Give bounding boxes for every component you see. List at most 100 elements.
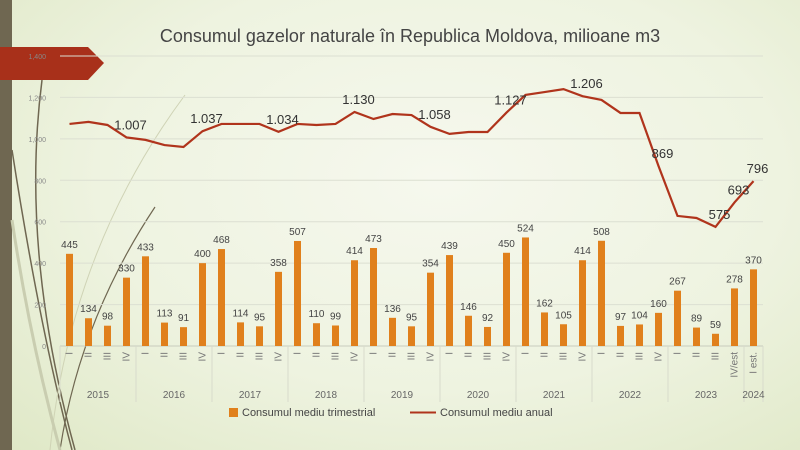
bar-value-label: 97 bbox=[615, 312, 627, 323]
bar-value-label: 400 bbox=[194, 249, 211, 260]
bar-value-label: 160 bbox=[650, 299, 667, 310]
line-value-label: 1.127 bbox=[494, 93, 527, 108]
x-year-label: 2016 bbox=[163, 390, 186, 401]
bar bbox=[370, 248, 377, 346]
x-quarter-label: I bbox=[293, 352, 304, 355]
bar bbox=[199, 263, 206, 346]
bar bbox=[313, 323, 320, 346]
bar-value-label: 439 bbox=[441, 241, 458, 252]
bar-value-label: 95 bbox=[406, 312, 418, 323]
x-year-label: 2022 bbox=[619, 390, 642, 401]
line-value-label: 693 bbox=[728, 182, 750, 197]
bar-value-label: 414 bbox=[346, 246, 363, 257]
bar bbox=[693, 327, 700, 346]
line-value-label: 575 bbox=[709, 207, 731, 222]
decorative-curves bbox=[10, 79, 186, 450]
x-quarter-label: I bbox=[141, 352, 152, 355]
bar bbox=[598, 240, 605, 346]
bar bbox=[579, 260, 586, 346]
bar-value-label: 104 bbox=[631, 310, 648, 321]
x-year-label: 2020 bbox=[467, 390, 490, 401]
bar-value-label: 468 bbox=[213, 235, 230, 246]
bar bbox=[142, 256, 149, 346]
bar-value-label: 59 bbox=[710, 320, 722, 331]
bar bbox=[446, 255, 453, 346]
x-quarter-label: I bbox=[65, 352, 76, 355]
x-year-label: 2024 bbox=[742, 390, 765, 401]
bar bbox=[636, 324, 643, 346]
y-tick-label: 1,200 bbox=[28, 95, 46, 102]
annual-line bbox=[69, 88, 755, 229]
bar-value-label: 358 bbox=[270, 258, 287, 269]
x-quarter-label: IV bbox=[198, 352, 209, 362]
y-tick-label: 600 bbox=[34, 220, 46, 227]
bar-value-label: 450 bbox=[498, 239, 515, 250]
bar-value-label: 267 bbox=[669, 277, 686, 288]
bar-value-label: 134 bbox=[80, 304, 97, 315]
bar-value-label: 95 bbox=[254, 312, 266, 323]
bar bbox=[104, 325, 111, 346]
bar bbox=[123, 277, 130, 346]
line-value-label: 1.058 bbox=[418, 107, 451, 122]
x-quarter-label: IV bbox=[350, 352, 361, 362]
bar bbox=[85, 318, 92, 346]
x-quarter-label: III bbox=[483, 352, 494, 360]
legend-swatch-bar bbox=[229, 408, 238, 417]
bar bbox=[503, 252, 510, 346]
x-quarter-label: III bbox=[255, 352, 266, 360]
x-quarter-label: III bbox=[711, 352, 722, 360]
x-quarter-label: IV bbox=[122, 352, 133, 362]
x-year-label: 2019 bbox=[391, 390, 414, 401]
bar bbox=[750, 269, 757, 346]
bar-value-label: 278 bbox=[726, 274, 743, 285]
line-value-label: 1.206 bbox=[570, 76, 603, 91]
bar bbox=[237, 322, 244, 346]
x-quarter-label: II bbox=[540, 352, 551, 358]
x-quarter-label: I bbox=[217, 352, 228, 355]
bar bbox=[256, 326, 263, 346]
x-quarter-label: II bbox=[312, 352, 323, 358]
bar bbox=[66, 253, 73, 346]
decorative-stripe bbox=[0, 0, 12, 450]
x-quarter-label: III bbox=[331, 352, 342, 360]
x-quarter-label: IV/est bbox=[730, 352, 741, 378]
x-quarter-label: IV bbox=[274, 352, 285, 362]
x-quarter-label: IV bbox=[654, 352, 665, 362]
bar bbox=[465, 315, 472, 346]
x-quarter-label: I bbox=[369, 352, 380, 355]
x-year-label: 2018 bbox=[315, 390, 338, 401]
y-tick-label: 800 bbox=[34, 178, 46, 185]
x-year-label: 2023 bbox=[695, 390, 718, 401]
bar-value-label: 146 bbox=[460, 302, 477, 313]
bar-value-label: 92 bbox=[482, 313, 494, 324]
bar bbox=[389, 317, 396, 346]
bar bbox=[408, 326, 415, 346]
bar-value-label: 105 bbox=[555, 310, 572, 321]
decorative-banner bbox=[0, 47, 104, 80]
bar bbox=[560, 324, 567, 346]
bar-value-label: 98 bbox=[102, 312, 114, 323]
x-quarter-label: II bbox=[160, 352, 171, 358]
bar-value-label: 370 bbox=[745, 255, 762, 266]
bar bbox=[541, 312, 548, 346]
x-quarter-label: IV bbox=[578, 352, 589, 362]
y-tick-label: 1,000 bbox=[28, 137, 46, 144]
chart-title: Consumul gazelor naturale în Republica M… bbox=[159, 26, 661, 46]
bar-value-label: 414 bbox=[574, 246, 591, 257]
bar bbox=[484, 326, 491, 346]
line-value-label: 869 bbox=[652, 146, 674, 161]
x-quarter-label: III bbox=[179, 352, 190, 360]
x-quarter-label: IV bbox=[426, 352, 437, 362]
bar-value-label: 114 bbox=[233, 308, 249, 319]
bar-value-label: 473 bbox=[365, 234, 382, 245]
bar bbox=[332, 325, 339, 346]
x-quarter-label: III bbox=[635, 352, 646, 360]
x-quarter-label: II bbox=[84, 352, 95, 358]
x-quarter-label: III bbox=[559, 352, 570, 360]
bar bbox=[522, 237, 529, 346]
bar bbox=[731, 288, 738, 346]
bar bbox=[617, 325, 624, 346]
x-quarter-label: I bbox=[673, 352, 684, 355]
bar bbox=[218, 249, 225, 346]
line-value-label: 1.034 bbox=[266, 112, 299, 127]
